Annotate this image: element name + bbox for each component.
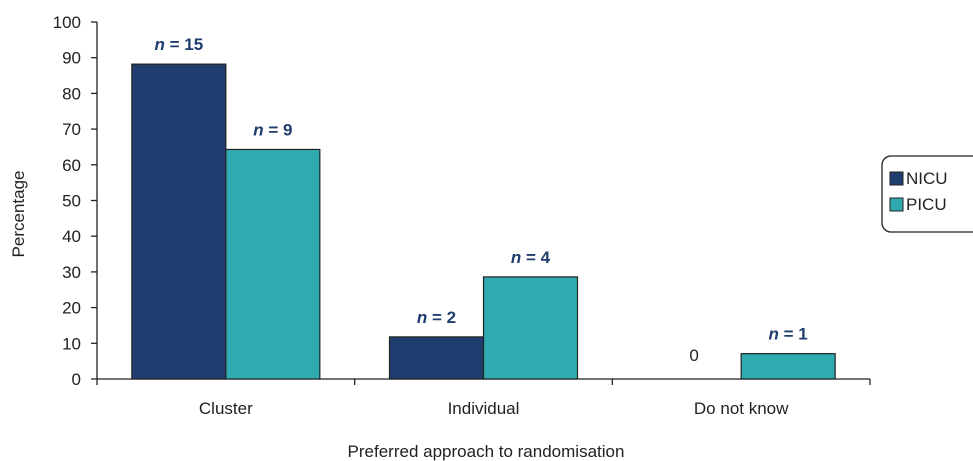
bar-nicu xyxy=(131,63,227,380)
bar-picu xyxy=(740,353,836,380)
x-tick-label: Cluster xyxy=(199,399,253,418)
y-tick-label: 40 xyxy=(62,227,81,246)
x-tick-label: Individual xyxy=(448,399,520,418)
legend-swatch-nicu xyxy=(889,171,904,186)
legend-box xyxy=(881,155,973,233)
data-label: n = 4 xyxy=(511,248,551,267)
legend-label-picu: PICU xyxy=(906,195,947,214)
bar-picu xyxy=(482,276,579,380)
y-tick-label: 90 xyxy=(62,49,81,68)
y-tick-label: 80 xyxy=(62,84,81,103)
y-axis: 0 10 20 30 40 50 60 70 80 90 100 xyxy=(53,13,98,389)
y-tick-label: 100 xyxy=(53,13,81,32)
legend-swatch-picu xyxy=(889,197,904,212)
bars xyxy=(131,63,836,380)
data-label: n = 2 xyxy=(417,308,456,327)
x-tick-label: Do not know xyxy=(694,399,789,418)
data-label: n = 9 xyxy=(253,120,292,139)
data-label: n = 15 xyxy=(154,35,203,54)
y-tick-label: 70 xyxy=(62,120,81,139)
y-tick-label: 0 xyxy=(72,370,81,389)
y-tick-label: 10 xyxy=(62,334,81,353)
x-axis: Cluster Individual Do not know xyxy=(96,378,871,418)
bar-picu xyxy=(225,148,321,380)
data-label-zero: 0 xyxy=(689,346,698,365)
y-tick-label: 30 xyxy=(62,263,81,282)
data-label: n = 1 xyxy=(769,325,808,344)
data-labels: n = 15 n = 9 n = 2 n = 4 0 n = 1 xyxy=(154,35,807,365)
legend-label-nicu: NICU xyxy=(906,169,948,188)
y-tick-label: 50 xyxy=(62,192,81,211)
y-tick-label: 60 xyxy=(62,156,81,175)
y-tick-label: 20 xyxy=(62,299,81,318)
x-axis-title: Preferred approach to randomisation xyxy=(348,442,625,461)
legend: NICU PICU xyxy=(881,155,973,233)
bar-nicu xyxy=(388,336,485,380)
y-axis-title: Percentage xyxy=(9,171,28,258)
